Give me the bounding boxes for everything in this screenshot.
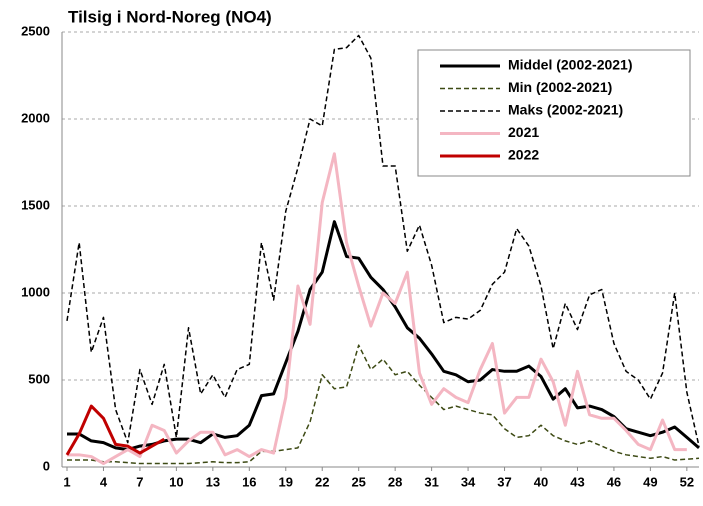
series-line xyxy=(67,152,687,466)
legend-label: 2021 xyxy=(508,124,539,140)
y-tick-label: 0 xyxy=(43,458,50,473)
x-tick-label: 43 xyxy=(570,474,584,489)
x-tick-label: 52 xyxy=(680,474,694,489)
x-tick-label: 10 xyxy=(169,474,183,489)
y-tick-label: 2000 xyxy=(21,110,50,125)
legend-label: Min (2002-2021) xyxy=(508,79,612,95)
chart-title: Tilsig i Nord-Noreg (NO4) xyxy=(68,7,272,26)
x-tick-label: 46 xyxy=(607,474,621,489)
x-tick-label: 22 xyxy=(315,474,329,489)
legend-label: 2022 xyxy=(508,147,539,163)
series-line xyxy=(66,34,700,447)
y-tick-label: 1000 xyxy=(21,284,50,299)
series-line xyxy=(65,404,165,456)
x-tick-label: 16 xyxy=(242,474,256,489)
x-tick-label: 28 xyxy=(388,474,402,489)
x-tick-label: 34 xyxy=(461,474,476,489)
x-tick-label: 19 xyxy=(279,474,293,489)
legend-label: Middel (2002-2021) xyxy=(508,57,633,73)
y-tick-label: 500 xyxy=(28,371,50,386)
y-tick-label: 2500 xyxy=(21,23,50,38)
series-line xyxy=(67,344,700,465)
x-tick-label: 7 xyxy=(136,474,143,489)
x-tick-label: 37 xyxy=(497,474,511,489)
series-line xyxy=(67,220,700,452)
x-tick-label: 4 xyxy=(100,474,108,489)
x-tick-label: 49 xyxy=(643,474,657,489)
x-tick-label: 40 xyxy=(534,474,548,489)
x-tick-label: 13 xyxy=(206,474,220,489)
x-tick-label: 25 xyxy=(351,474,365,489)
x-tick-label: 31 xyxy=(424,474,438,489)
y-tick-label: 1500 xyxy=(21,197,50,212)
legend-label: Maks (2002-2021) xyxy=(508,102,623,118)
x-tick-label: 1 xyxy=(63,474,70,489)
